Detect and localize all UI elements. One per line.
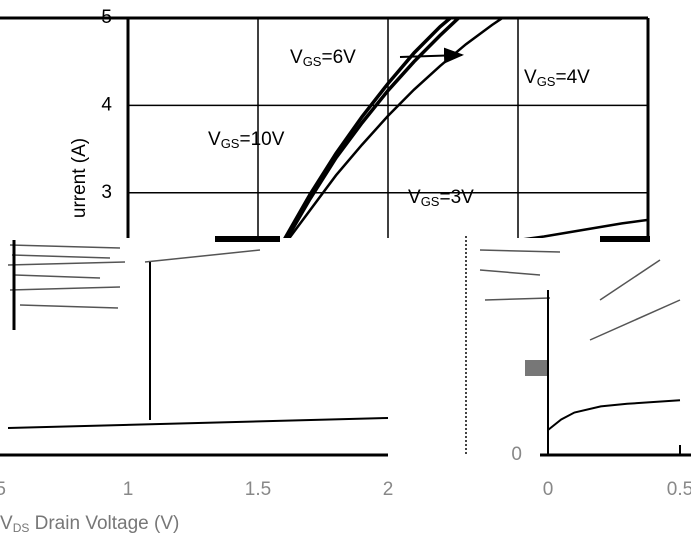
annotation-rest: =4V [555, 67, 590, 88]
annotation-sub: GS [421, 194, 440, 209]
x-tick-label: .5 [0, 479, 6, 500]
x-title-rest: Drain Voltage (V) [29, 513, 179, 534]
annotation: VGS=3V [408, 187, 474, 209]
glitch-area [0, 236, 691, 458]
annotation-rest: =10V [239, 129, 284, 150]
x-title-sub: DS [13, 521, 30, 535]
x-tick-label: 1 [123, 479, 134, 500]
x-tick-label: 0.5 [667, 479, 691, 500]
annotation-main: V [290, 47, 303, 68]
x-tick-label: 2 [383, 479, 394, 500]
annotation: VGS=6V [290, 47, 356, 69]
annotation-main: V [208, 129, 221, 150]
annotation-sub: GS [303, 54, 322, 69]
series-line [284, 8, 518, 246]
y-tick-label: 0 [511, 444, 522, 465]
y-tick-label: 4 [101, 94, 112, 115]
chart: 345.511.52VGS=6VVGS=4VVGS=10VVGS=3V 000.… [0, 0, 691, 549]
x-title-main: V [0, 513, 13, 534]
x-tick-label: 1.5 [245, 479, 271, 500]
annotation-sub: GS [221, 136, 240, 151]
y-tick-label: 5 [101, 7, 112, 28]
y-axis-title: urrent (A) [69, 138, 90, 218]
x-axis-title: VDS Drain Voltage (V) [0, 513, 179, 535]
annotation-rest: =6V [321, 47, 356, 68]
y-tick-label: 3 [101, 182, 112, 203]
x-tick-label: 0 [543, 479, 554, 500]
annotation: VGS=10V [208, 129, 285, 151]
annotation-rest: =3V [439, 187, 474, 208]
annotation: VGS=4V [524, 67, 590, 89]
annotation-sub: GS [537, 74, 556, 89]
series-group [284, 5, 648, 245]
annotation-main: V [408, 187, 421, 208]
annotation-main: V [524, 67, 537, 88]
